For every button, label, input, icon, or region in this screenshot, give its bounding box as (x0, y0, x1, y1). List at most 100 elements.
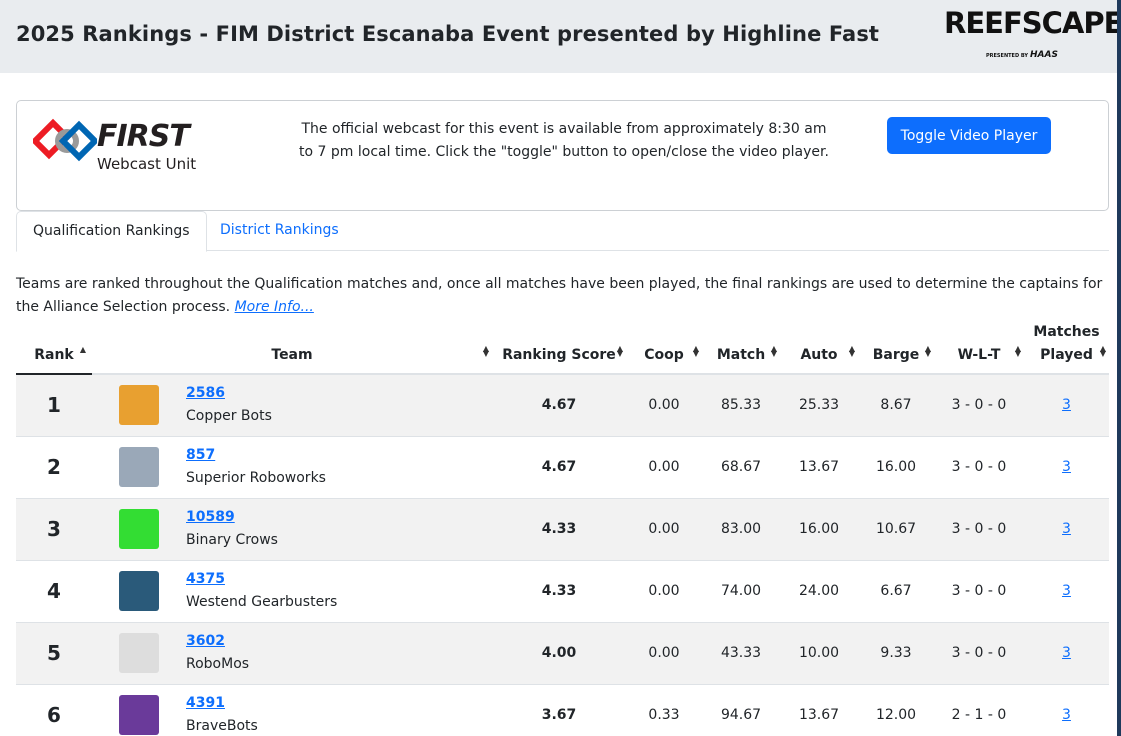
wlt-cell: 3 - 0 - 0 (934, 622, 1024, 685)
avatar-cell (92, 498, 186, 561)
wlt-cell: 3 - 0 - 0 (934, 374, 1024, 437)
barge-cell: 16.00 (858, 436, 934, 499)
match-cell: 83.00 (702, 498, 780, 561)
tab-qualification-rankings[interactable]: Qualification Rankings (16, 211, 207, 252)
team-name: Westend Gearbusters (186, 594, 338, 610)
team-number-link[interactable]: 2586 (186, 385, 225, 402)
webcast-unit-label: Webcast Unit (97, 155, 197, 173)
team-number-link[interactable]: 857 (186, 447, 216, 463)
table-header-row: Rank ▲ Team ▲ ▼ Ranking Score ▲ ▼ Coop ▲ ▼ … (16, 320, 1109, 375)
column-header-matches-played[interactable]: Matches Played ▲ ▼ (1024, 320, 1109, 375)
toggle-video-player-button[interactable]: Toggle Video Player (887, 117, 1051, 154)
haas-logo-text: HAAS (1030, 50, 1058, 60)
sort-icon: ▲ ▼ (770, 344, 777, 358)
wlt-cell: 3 - 0 - 0 (934, 498, 1024, 561)
avatar-cell (92, 684, 186, 736)
first-logo-word: FIRST (97, 119, 190, 154)
wlt-cell: 3 - 0 - 0 (934, 436, 1024, 499)
column-header-coop-label: Coop (644, 347, 684, 363)
table-row: 2 857 Superior Roboworks 4.67 0.00 68.67 13.67… (16, 436, 1109, 499)
rank-cell: 1 (16, 374, 92, 437)
team-name: BraveBots (186, 718, 258, 734)
team-cell: 10589 Binary Crows (186, 498, 492, 561)
coop-cell: 0.00 (626, 374, 702, 437)
matches-played-link[interactable]: 3 (1062, 645, 1071, 661)
auto-cell: 24.00 (780, 560, 858, 623)
presented-by-text: PRESENTED BY (986, 53, 1029, 59)
coop-cell: 0.00 (626, 560, 702, 623)
rank-cell: 6 (16, 684, 92, 736)
team-cell: 857 Superior Roboworks (186, 436, 492, 499)
match-cell: 94.67 (702, 684, 780, 736)
team-number-link[interactable]: 4391 (186, 695, 225, 711)
team-cell: 2586 Copper Bots (186, 374, 492, 437)
team-number-link[interactable]: 4375 (186, 571, 225, 587)
coop-cell: 0.00 (626, 436, 702, 499)
team-avatar (119, 509, 159, 549)
ranking-score-cell: 4.33 (492, 498, 626, 561)
wlt-cell: 3 - 0 - 0 (934, 560, 1024, 623)
wlt-cell: 2 - 1 - 0 (934, 684, 1024, 736)
webcast-description: The official webcast for this event is a… (299, 121, 829, 160)
column-header-coop[interactable]: Coop ▲ ▼ (626, 320, 702, 375)
matches-played-link[interactable]: 3 (1062, 583, 1071, 599)
column-header-auto[interactable]: Auto ▲ ▼ (780, 320, 858, 375)
matches-played-cell: 3 (1024, 684, 1109, 736)
intro-text: Teams are ranked throughout the Qualific… (16, 276, 1103, 315)
table-row: 1 2586 Copper Bots 4.67 0.00 85.33 25.33 8.67 3 … (16, 374, 1109, 437)
auto-cell: 13.67 (780, 436, 858, 499)
team-number-link[interactable]: 3602 (186, 633, 225, 649)
team-number-link[interactable]: 10589 (186, 509, 235, 525)
ranking-score-cell: 4.67 (492, 436, 626, 499)
sort-icon: ▲ ▼ (1099, 344, 1106, 358)
first-logo-icon (33, 118, 97, 162)
column-header-ranking-score[interactable]: Ranking Score ▲ ▼ (492, 320, 626, 375)
sort-icon: ▲ ▼ (616, 344, 623, 358)
table-row: 4 4375 Westend Gearbusters 4.33 0.00 74.00 24.… (16, 560, 1109, 623)
auto-cell: 10.00 (780, 622, 858, 685)
sort-icon: ▲ ▼ (848, 344, 855, 358)
matches-played-link[interactable]: 3 (1062, 397, 1071, 414)
column-header-team[interactable]: Team ▲ ▼ (92, 320, 492, 375)
avatar-cell (92, 436, 186, 499)
team-cell: 4391 BraveBots (186, 684, 492, 736)
team-avatar (119, 385, 159, 426)
more-info-link[interactable]: More Info... (234, 299, 314, 315)
coop-cell: 0.00 (626, 622, 702, 685)
avatar-cell (92, 374, 186, 437)
matches-played-cell: 3 (1024, 374, 1109, 437)
avatar-cell (92, 622, 186, 685)
matches-played-cell: 3 (1024, 436, 1109, 499)
first-webcast-logo: FIRST Webcast Unit (33, 115, 203, 175)
team-avatar (119, 571, 159, 611)
team-name: Superior Roboworks (186, 470, 326, 486)
column-header-wlt[interactable]: W-L-T ▲ ▼ (934, 320, 1024, 375)
auto-cell: 13.67 (780, 684, 858, 736)
matches-played-link[interactable]: 3 (1062, 459, 1071, 475)
webcast-card: FIRST Webcast Unit The official webcast … (16, 100, 1109, 211)
title-bar: 2025 Rankings - FIM District Escanaba Ev… (0, 0, 1117, 73)
reefscape-logo-text: REEFSCAPE (944, 6, 1117, 40)
team-name: RoboMos (186, 656, 250, 672)
barge-cell: 10.67 (858, 498, 934, 561)
sort-icon: ▲ ▼ (692, 344, 699, 358)
column-header-barge[interactable]: Barge ▲ ▼ (858, 320, 934, 375)
match-cell: 68.67 (702, 436, 780, 499)
table-row: 6 4391 BraveBots 3.67 0.33 94.67 13.67 12.00 2 -… (16, 684, 1109, 736)
column-header-rank-label: Rank (34, 347, 74, 363)
ranking-score-cell: 4.67 (492, 374, 626, 437)
reefscape-logo: REEFSCAPE PRESENTED BY HAAS (944, 8, 1117, 66)
rankings-tabs: Qualification Rankings District Rankings (16, 211, 1109, 252)
matches-played-link[interactable]: 3 (1062, 521, 1071, 537)
barge-cell: 12.00 (858, 684, 934, 736)
ranking-score-cell: 4.00 (492, 622, 626, 685)
column-header-rank[interactable]: Rank ▲ (16, 320, 92, 375)
matches-played-link[interactable]: 3 (1062, 707, 1071, 723)
column-header-team-label: Team (271, 347, 313, 363)
team-name: Copper Bots (186, 408, 272, 425)
coop-cell: 0.00 (626, 498, 702, 561)
column-header-match[interactable]: Match ▲ ▼ (702, 320, 780, 375)
rankings-intro: Teams are ranked throughout the Qualific… (16, 273, 1108, 319)
tab-district-rankings[interactable]: District Rankings (220, 222, 339, 238)
